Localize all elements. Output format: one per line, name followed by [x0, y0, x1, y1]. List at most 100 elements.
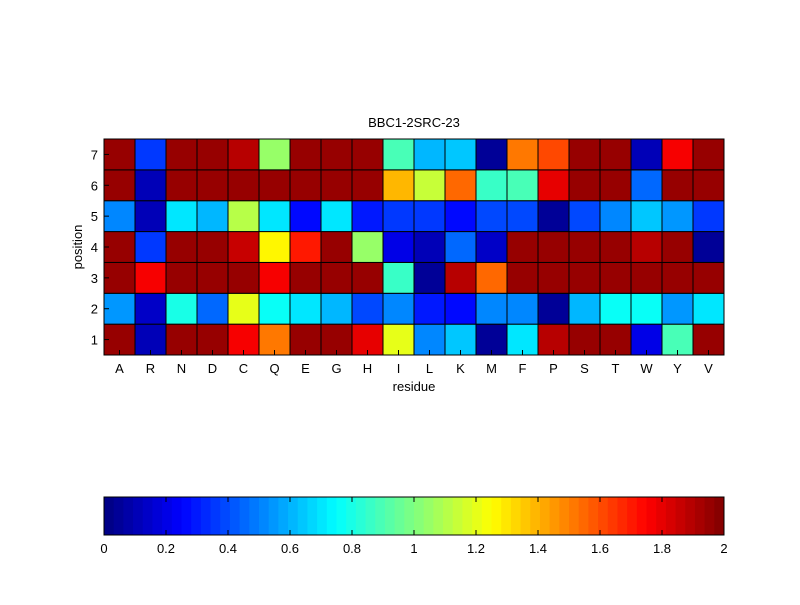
heatmap-cell-L-6 [413, 169, 446, 202]
heatmap-cell-I-5 [382, 200, 415, 233]
heatmap-cell-P-5 [537, 200, 570, 233]
colorbar-band [297, 497, 308, 535]
colorbar-tick-label: 1.4 [529, 541, 547, 556]
heatmap-cell-Q-7 [258, 138, 291, 171]
heatmap-cell-T-3 [599, 261, 632, 294]
colorbar-band [152, 497, 163, 535]
heatmap-cell-H-3 [351, 261, 384, 294]
colorbar-band [627, 497, 638, 535]
x-axis-label: residue [393, 379, 436, 394]
colorbar-band [375, 497, 386, 535]
y-axis-label: position [70, 225, 85, 270]
heatmap-cell-S-1 [568, 323, 601, 356]
x-tick-label: H [363, 361, 372, 376]
colorbar-band [462, 497, 473, 535]
colorbar-band [714, 497, 725, 535]
y-tick-label: 7 [91, 147, 98, 162]
heatmap-cell-A-4 [103, 231, 136, 263]
x-tick-label: G [331, 361, 341, 376]
heatmap-cell-C-4 [227, 231, 260, 263]
colorbar-tick-label: 2 [720, 541, 727, 556]
colorbar-band [675, 497, 686, 535]
x-tick-label: W [640, 361, 653, 376]
heatmap-cell-I-3 [382, 261, 415, 294]
heatmap-cell-G-4 [320, 231, 353, 263]
heatmap-cell-E-7 [289, 138, 322, 171]
x-tick-label: L [426, 361, 433, 376]
heatmap-cell-Y-7 [661, 138, 694, 171]
heatmap-cell-V-4 [692, 231, 725, 263]
heatmap-cell-F-4 [506, 231, 539, 263]
heatmap-cell-N-5 [165, 200, 198, 233]
colorbar-band [414, 497, 425, 535]
x-tick-label: F [519, 361, 527, 376]
heatmap-cell-D-2 [196, 292, 229, 325]
heatmap-cell-H-5 [351, 200, 384, 233]
heatmap-cell-S-4 [568, 231, 601, 263]
colorbar-band [268, 497, 279, 535]
colorbar-band [685, 497, 696, 535]
y-tick-label: 1 [91, 333, 98, 348]
heatmap-cell-N-6 [165, 169, 198, 202]
colorbar-band [326, 497, 337, 535]
y-tick-label: 3 [91, 271, 98, 286]
colorbar-band [443, 497, 454, 535]
heatmap-cell-W-2 [630, 292, 663, 325]
heatmap-cell-K-3 [444, 261, 477, 294]
heatmap-cell-Y-4 [661, 231, 694, 263]
colorbar-band [229, 497, 241, 535]
colorbar-band [239, 497, 250, 535]
colorbar-tick-label: 0.6 [281, 541, 299, 556]
x-tick-label: Y [673, 361, 682, 376]
heatmap-cell-P-4 [537, 231, 570, 263]
x-tick-label: S [580, 361, 589, 376]
colorbar-band [598, 497, 609, 535]
heatmap-cell-V-2 [692, 292, 725, 325]
heatmap-cell-C-3 [227, 261, 260, 294]
heatmap-cell-Q-1 [258, 323, 291, 356]
heatmap-cell-T-6 [599, 169, 632, 202]
colorbar-band [365, 497, 376, 535]
heatmap-cell-K-2 [444, 292, 477, 325]
heatmap-cell-I-2 [382, 292, 415, 325]
y-tick-label: 2 [91, 302, 98, 317]
heatmap-cell-C-2 [227, 292, 260, 325]
colorbar-band [646, 497, 657, 535]
y-tick-label: 5 [91, 209, 98, 224]
heatmap-cell-K-1 [444, 323, 477, 356]
heatmap-cell-F-5 [506, 200, 539, 233]
colorbar-band [559, 497, 570, 535]
colorbar-band [588, 497, 599, 535]
heatmap-cell-V-1 [692, 323, 725, 356]
heatmap-cell-H-6 [351, 169, 384, 202]
y-axis-ticks: 1 2 3 4 5 6 7 [91, 147, 109, 348]
heatmap-cell-K-5 [444, 200, 477, 233]
heatmap-cell-G-5 [320, 200, 353, 233]
heatmap-cell-T-1 [599, 323, 632, 356]
heatmap-cell-E-5 [289, 200, 322, 233]
heatmap-cell-L-2 [413, 292, 446, 325]
colorbar-band [394, 497, 405, 535]
heatmap-cell-M-6 [475, 169, 508, 202]
heatmap-cell-S-6 [568, 169, 601, 202]
colorbar-band [510, 497, 522, 535]
colorbar-band [452, 497, 463, 535]
heatmap-cell-R-7 [134, 138, 167, 171]
x-tick-label: A [115, 361, 124, 376]
heatmap-cell-L-4 [413, 231, 446, 263]
colorbar-tick-label: 0.4 [219, 541, 237, 556]
colorbar-band [220, 497, 231, 535]
heatmap-cell-V-3 [692, 261, 725, 294]
heatmap-cell-H-2 [351, 292, 384, 325]
heatmap-cell-Q-4 [258, 231, 291, 263]
colorbar-band [142, 497, 153, 535]
colorbar-tick-label: 1.6 [591, 541, 609, 556]
heatmap-cell-E-6 [289, 169, 322, 202]
heatmap-cell-I-6 [382, 169, 415, 202]
colorbar-band [278, 497, 289, 535]
heatmap-cell-M-5 [475, 200, 508, 233]
colorbar-band [549, 497, 560, 535]
colorbar-tick-label: 1 [410, 541, 417, 556]
